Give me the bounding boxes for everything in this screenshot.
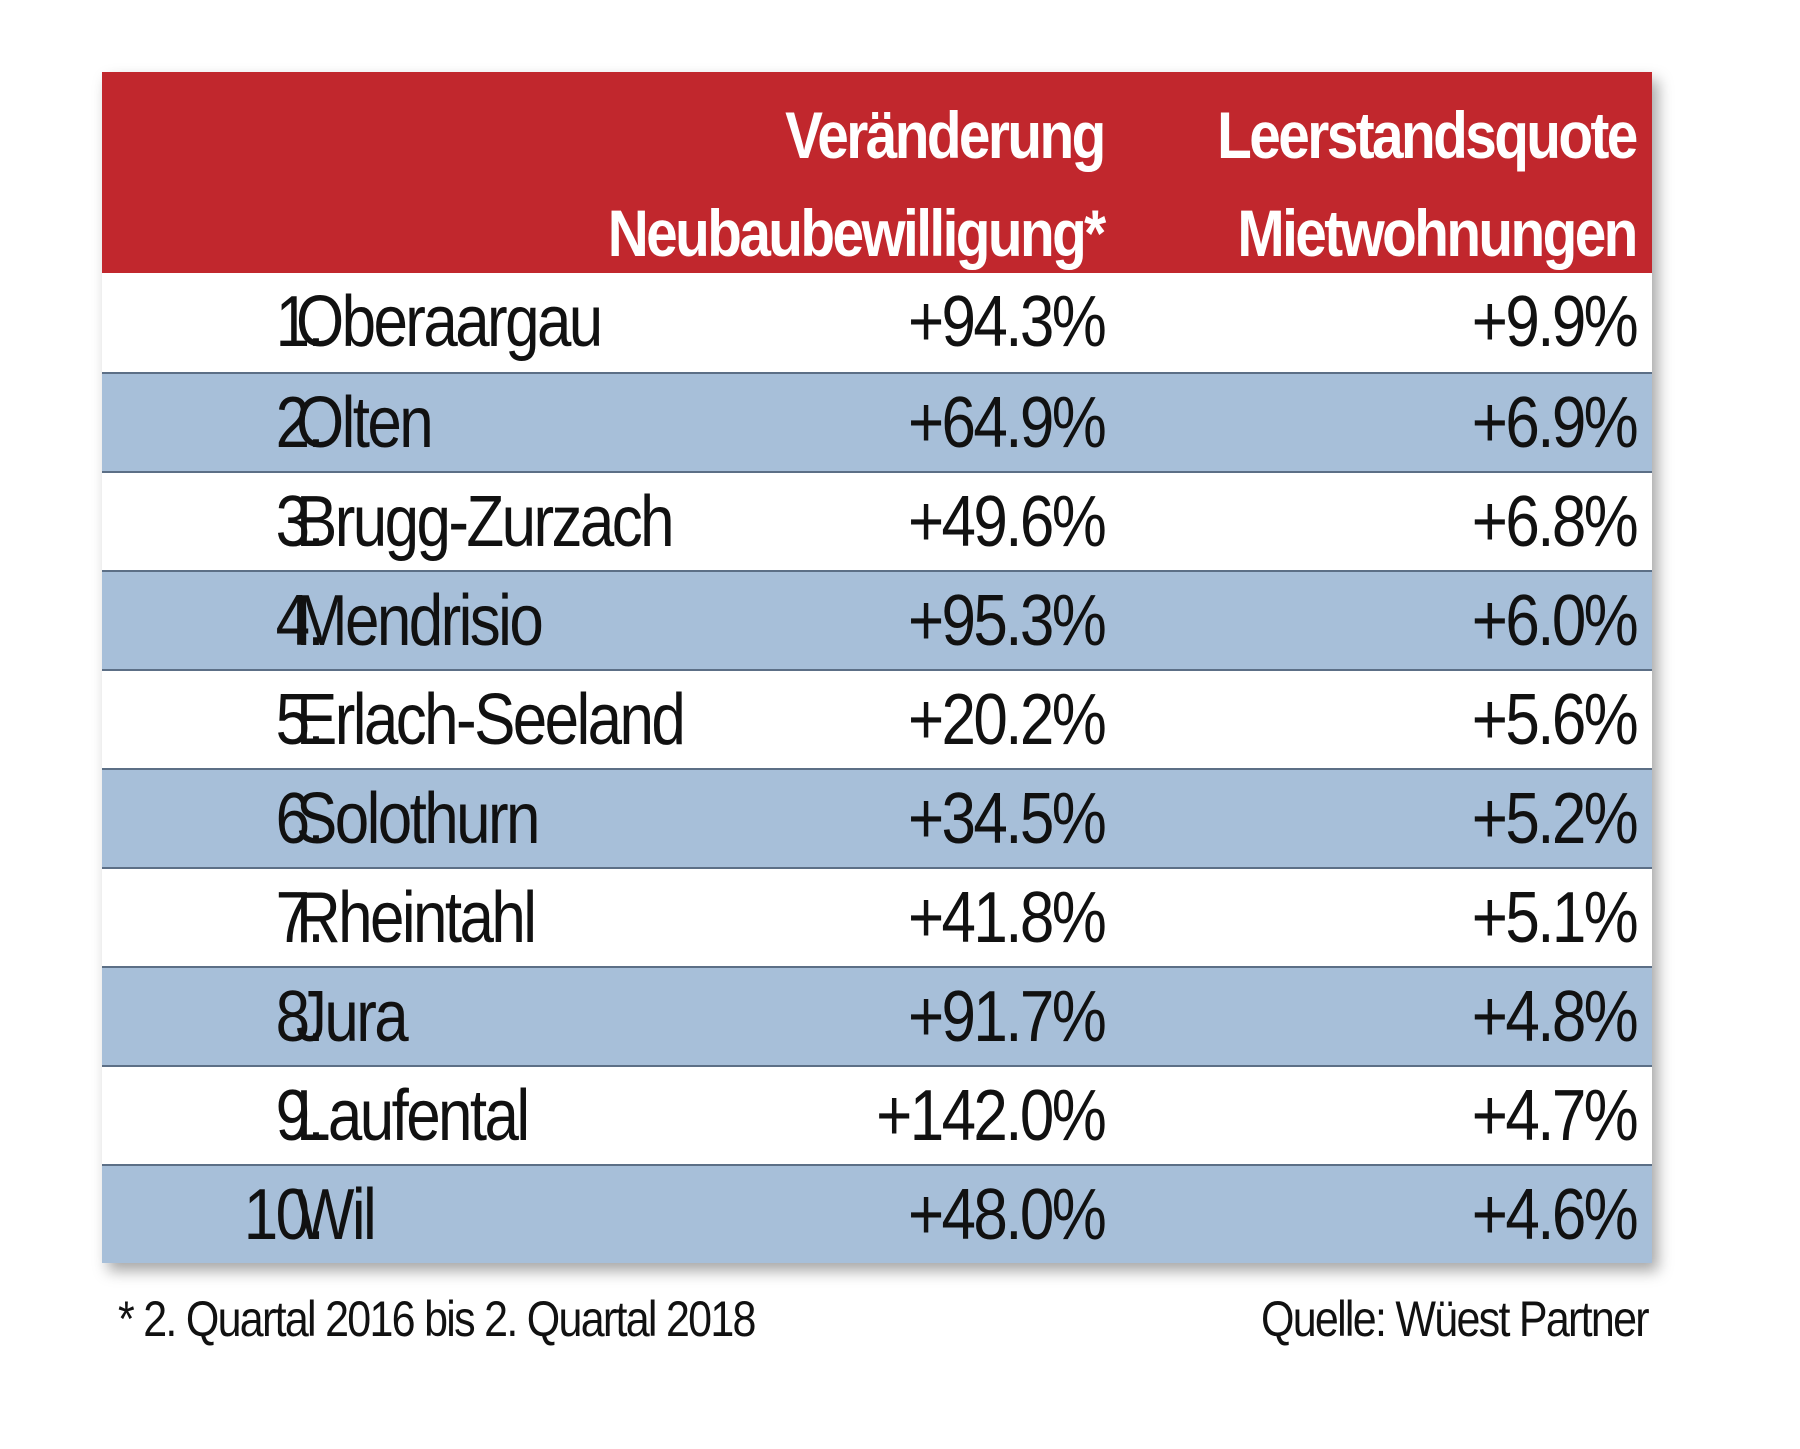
- region-cell: Wil: [296, 1175, 377, 1255]
- header-neubau-line2: Neubaubewilligung*: [608, 196, 1107, 270]
- region-cell: Solothurn: [296, 779, 540, 859]
- neubau-value-cell: +95.3%: [907, 581, 1107, 661]
- rank-cell: 7.: [275, 878, 325, 958]
- region-cell: Mendrisio: [296, 581, 544, 661]
- rank-cell: 2.: [275, 383, 325, 463]
- region-cell: Jura: [296, 977, 409, 1057]
- region-cell: Rheintahl: [296, 878, 537, 958]
- rank-cell: 5.: [275, 680, 325, 760]
- footnote: * 2. Quartal 2016 bis 2. Quartal 2018: [118, 1291, 756, 1347]
- table-row: 9. Laufental +142.0% +4.7%: [102, 1065, 1652, 1164]
- header-neubau: Veränderung Neubaubewilligung*: [608, 86, 1107, 282]
- neubau-value-cell: +94.3%: [907, 282, 1107, 362]
- leerstand-value-cell: +4.6%: [1471, 1175, 1639, 1255]
- region-cell: Olten: [296, 383, 434, 463]
- neubau-value-cell: +64.9%: [907, 383, 1107, 463]
- table-row: 3. Brugg-Zurzach +49.6% +6.8%: [102, 471, 1652, 570]
- table-row: 1. Oberaargau +94.3% +9.9%: [102, 273, 1652, 372]
- table-row: 7. Rheintahl +41.8% +5.1%: [102, 867, 1652, 966]
- neubau-value-cell: +49.6%: [907, 482, 1107, 562]
- table-row: 6. Solothurn +34.5% +5.2%: [102, 768, 1652, 867]
- rank-cell: 3.: [275, 482, 325, 562]
- neubau-value-cell: +20.2%: [907, 680, 1107, 760]
- leerstand-value-cell: +6.0%: [1471, 581, 1639, 661]
- region-cell: Brugg-Zurzach: [296, 482, 675, 562]
- table-row: 10. Wil +48.0% +4.6%: [102, 1164, 1652, 1263]
- region-cell: Laufental: [296, 1076, 530, 1156]
- leerstand-value-cell: +5.1%: [1471, 878, 1639, 958]
- leerstand-value-cell: +6.9%: [1471, 383, 1639, 463]
- region-cell: Oberaargau: [296, 282, 603, 362]
- neubau-value-cell: +91.7%: [907, 977, 1107, 1057]
- header-leerstand: Leerstandsquote Mietwohnungen: [1217, 86, 1639, 282]
- rank-cell: 1.: [275, 282, 325, 362]
- rank-cell: 10.: [243, 1175, 325, 1255]
- leerstand-value-cell: +5.2%: [1471, 779, 1639, 859]
- header-leerstand-line1: Leerstandsquote: [1217, 98, 1638, 172]
- leerstand-value-cell: +4.7%: [1471, 1076, 1639, 1156]
- table-row: 2. Olten +64.9% +6.9%: [102, 372, 1652, 471]
- table-row: 4. Mendrisio +95.3% +6.0%: [102, 570, 1652, 669]
- table-header: Veränderung Neubaubewilligung* Leerstand…: [102, 72, 1652, 273]
- rank-cell: 9.: [275, 1076, 325, 1156]
- neubau-value-cell: +48.0%: [907, 1175, 1107, 1255]
- neubau-value-cell: +142.0%: [875, 1076, 1107, 1156]
- table-row: 8. Jura +91.7% +4.8%: [102, 966, 1652, 1065]
- rank-cell: 4.: [275, 581, 325, 661]
- rank-cell: 6.: [275, 779, 325, 859]
- neubau-value-cell: +34.5%: [907, 779, 1107, 859]
- table-row: 5. Erlach-Seeland +20.2% +5.6%: [102, 669, 1652, 768]
- region-cell: Erlach-Seeland: [296, 680, 686, 760]
- rank-cell: 8.: [275, 977, 325, 1057]
- leerstand-value-cell: +5.6%: [1471, 680, 1639, 760]
- leerstand-value-cell: +9.9%: [1471, 282, 1639, 362]
- leerstand-value-cell: +6.8%: [1471, 482, 1639, 562]
- header-leerstand-line2: Mietwohnungen: [1237, 196, 1639, 270]
- leerstand-value-cell: +4.8%: [1471, 977, 1639, 1057]
- source-note: Quelle: Wüest Partner: [1261, 1291, 1650, 1347]
- neubau-value-cell: +41.8%: [907, 878, 1107, 958]
- table-body: 1. Oberaargau +94.3% +9.9% 2. Olten +64.9% +6.9…: [102, 273, 1652, 1263]
- ranking-table: Veränderung Neubaubewilligung* Leerstand…: [102, 72, 1652, 1263]
- header-neubau-line1: Veränderung: [785, 98, 1106, 172]
